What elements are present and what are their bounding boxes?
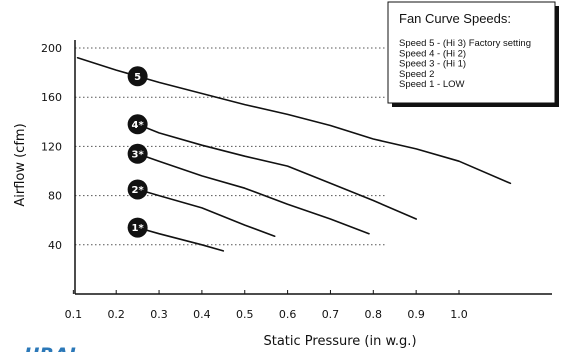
x-tick-label: 0.2 (107, 308, 125, 321)
legend-box (387, 1, 556, 104)
x-tick-label: 0.9 (407, 308, 425, 321)
legend-entry: Speed 1 - LOW (399, 79, 465, 90)
gridlines (75, 47, 385, 246)
y-tick-label: 200 (41, 42, 62, 55)
curve-marker-label: 4* (132, 120, 145, 131)
curve-marker-4 (127, 114, 148, 135)
curve-marker-label: 3* (132, 149, 145, 160)
legend: Fan Curve Speeds: Speed 5 - (Hi 3) Facto… (387, 1, 559, 107)
axes (74, 40, 552, 295)
fan-curve-line-2 (136, 188, 276, 237)
y-tick-label: 80 (48, 190, 62, 203)
legend-title: Fan Curve Speeds: (399, 11, 511, 26)
x-tick-label: 0.7 (322, 308, 340, 321)
x-axis-title: Static Pressure (in w.g.) (263, 334, 416, 349)
curve-marker-5 (127, 66, 148, 87)
curve-marker-label: 2* (132, 185, 145, 196)
x-tick-label: 1.0 (450, 308, 468, 321)
y-tick-labels: 40 80 120 160 200 (41, 42, 62, 252)
legend-entry: Speed 5 - (Hi 3) Factory setting (399, 38, 531, 49)
y-axis-title: Airflow (cfm) (13, 123, 28, 206)
fan-curve-line-1 (136, 226, 225, 252)
curve-marker-1 (127, 217, 148, 238)
fan-curve-line-4 (136, 123, 417, 220)
x-tick-label: 0.8 (365, 308, 383, 321)
legend-entry: Speed 2 (399, 69, 434, 80)
legend-entry: Speed 3 - (Hi 1) (399, 59, 466, 70)
x-tick-labels: 0.1 0.2 0.3 0.4 0.5 0.6 0.7 0.8 0.9 1.0 (65, 290, 468, 321)
x-tick-label: 0.3 (150, 308, 168, 321)
x-tick-label: 0.4 (193, 308, 211, 321)
curve-markers: 5 4* 3* 2* 1* (127, 66, 148, 238)
y-tick-label: 120 (41, 140, 62, 153)
curve-marker-label: 5 (134, 72, 141, 83)
logo-fragment: URAL (24, 344, 81, 352)
x-tick-label: 0.5 (236, 308, 254, 321)
x-tick-label: 0.1 (65, 308, 83, 321)
curve-marker-3 (127, 143, 148, 164)
y-tick-label: 160 (41, 91, 62, 104)
y-tick-label: 40 (48, 239, 62, 252)
legend-entry: Speed 4 - (Hi 2) (399, 48, 466, 59)
curve-marker-label: 1* (132, 223, 145, 234)
curve-marker-2 (127, 179, 148, 200)
fan-curve-line-3 (136, 153, 370, 235)
x-tick-label: 0.6 (279, 308, 297, 321)
